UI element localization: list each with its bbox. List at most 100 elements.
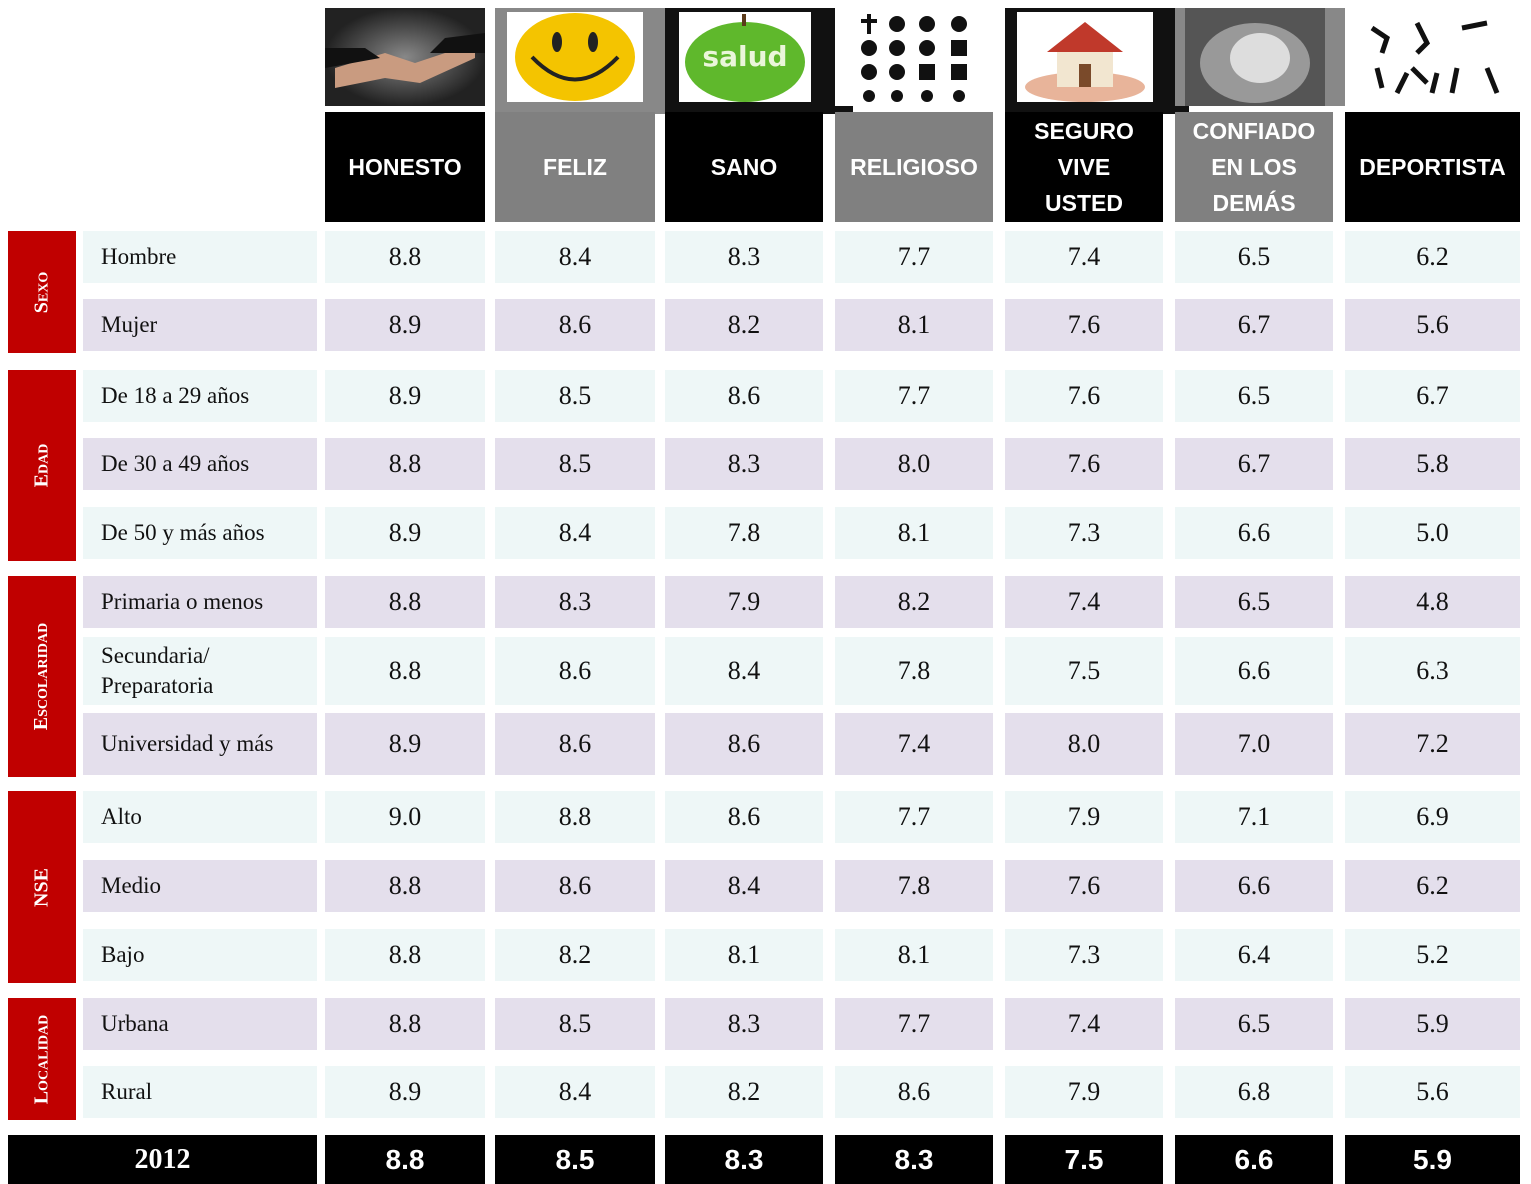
value-cell: 7.2 [1345,713,1520,775]
row-label: Urbana [83,998,317,1050]
value-cell: 6.4 [1175,929,1333,981]
house-image [1005,8,1189,114]
column-header: DEPORTISTA [1345,112,1520,222]
column-header: FELIZ [495,112,655,222]
group-label-text: Localidad [30,1014,53,1104]
total-value: 5.9 [1345,1135,1520,1184]
total-value: 8.8 [325,1135,485,1184]
group-label: Edad [8,370,76,561]
value-cell: 7.9 [1005,791,1163,843]
value-cell: 6.6 [1175,860,1333,912]
value-cell: 5.6 [1345,1066,1520,1118]
group-label-text: Edad [30,443,53,488]
value-cell: 7.8 [835,637,993,705]
value-cell: 9.0 [325,791,485,843]
value-cell: 6.7 [1175,299,1333,351]
value-cell: 8.2 [665,1066,823,1118]
value-cell: 8.5 [495,998,655,1050]
row-label: Rural [83,1066,317,1118]
sports-image [1345,8,1531,106]
value-cell: 5.0 [1345,507,1520,559]
value-cell: 6.7 [1175,438,1333,490]
value-cell: 8.6 [495,713,655,775]
value-cell: 7.7 [835,231,993,283]
value-cell: 6.5 [1175,231,1333,283]
value-cell: 8.9 [325,507,485,559]
value-cell: 7.1 [1175,791,1333,843]
value-cell: 6.8 [1175,1066,1333,1118]
value-cell: 4.8 [1345,576,1520,628]
value-cell: 8.5 [495,370,655,422]
value-cell: 8.6 [665,370,823,422]
value-cell: 8.2 [665,299,823,351]
value-cell: 6.2 [1345,231,1520,283]
apple-image: salud [665,8,853,114]
value-cell: 8.0 [835,438,993,490]
value-cell: 6.5 [1175,370,1333,422]
column-header: RELIGIOSO [835,112,993,222]
value-cell: 7.7 [835,791,993,843]
value-cell: 6.3 [1345,637,1520,705]
row-label: Bajo [83,929,317,981]
value-cell: 5.6 [1345,299,1520,351]
row-label: Mujer [83,299,317,351]
value-cell: 6.6 [1175,637,1333,705]
value-cell: 8.8 [325,231,485,283]
column-header: HONESTO [325,112,485,222]
smiley-image [495,8,679,114]
value-cell: 7.9 [1005,1066,1163,1118]
value-cell: 8.8 [325,998,485,1050]
column-header: CONFIADO EN LOS DEMÁS [1175,112,1333,222]
value-cell: 8.6 [495,637,655,705]
row-label: De 30 a 49 años [83,438,317,490]
apple-text: salud [702,40,787,73]
value-cell: 6.9 [1345,791,1520,843]
total-value: 6.6 [1175,1135,1333,1184]
value-cell: 8.9 [325,713,485,775]
value-cell: 8.4 [495,1066,655,1118]
value-cell: 8.8 [325,929,485,981]
value-cell: 8.6 [835,1066,993,1118]
group-label-text: Escolaridad [30,622,53,731]
value-cell: 7.6 [1005,299,1163,351]
value-cell: 8.4 [495,231,655,283]
row-label: Primaria o menos [83,576,317,628]
total-label: 2012 [8,1135,317,1184]
value-cell: 8.3 [665,438,823,490]
value-cell: 8.1 [665,929,823,981]
total-value: 7.5 [1005,1135,1163,1184]
hands-image [1175,8,1355,106]
value-cell: 8.4 [665,860,823,912]
value-cell: 8.8 [325,637,485,705]
row-label: Secundaria/ Preparatoria [83,637,317,705]
group-label-text: Sexo [30,271,53,313]
value-cell: 8.6 [495,860,655,912]
row-label: Alto [83,791,317,843]
value-cell: 6.2 [1345,860,1520,912]
value-cell: 8.6 [665,791,823,843]
value-cell: 5.8 [1345,438,1520,490]
value-cell: 7.4 [1005,231,1163,283]
value-cell: 8.2 [495,929,655,981]
value-cell: 8.6 [495,299,655,351]
group-label: NSE [8,791,76,983]
row-label: Hombre [83,231,317,283]
value-cell: 8.5 [495,438,655,490]
value-cell: 8.8 [325,576,485,628]
value-cell: 8.6 [665,713,823,775]
column-header: SEGURO VIVE USTED [1005,112,1163,222]
row-label: De 50 y más años [83,507,317,559]
total-value: 8.3 [665,1135,823,1184]
value-cell: 7.0 [1175,713,1333,775]
value-cell: 8.9 [325,299,485,351]
value-cell: 7.7 [835,370,993,422]
value-cell: 6.5 [1175,576,1333,628]
group-label: Sexo [8,231,76,353]
value-cell: 8.4 [665,637,823,705]
value-cell: 7.4 [835,713,993,775]
value-cell: 7.3 [1005,507,1163,559]
column-header: SANO [665,112,823,222]
value-cell: 8.1 [835,929,993,981]
value-cell: 5.2 [1345,929,1520,981]
